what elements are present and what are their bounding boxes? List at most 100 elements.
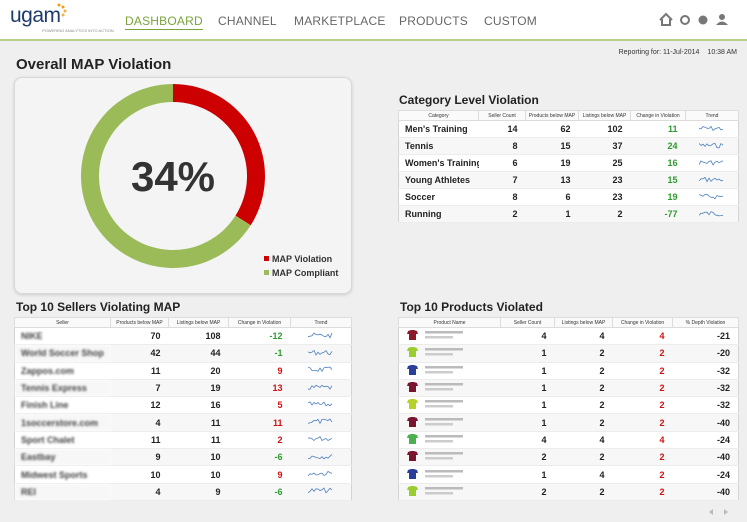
logo[interactable]: ugam (10, 4, 61, 27)
cell-value: 5 (228, 396, 291, 415)
tagline: POWERING ANALYTICS INTO ACTION (42, 28, 114, 33)
cell-value: -77 (630, 205, 686, 223)
product-thumb (407, 433, 463, 444)
trend-cell (685, 154, 739, 172)
column-header: Trend (290, 317, 352, 328)
cell-value: 2 (500, 448, 555, 467)
nav-item[interactable]: PRODUCTS (399, 14, 468, 28)
cell-value: 2 (612, 465, 673, 484)
cell-value: 11 (228, 413, 291, 432)
cell-value: 19 (630, 188, 686, 206)
trend-cell (290, 448, 352, 467)
donut-slice (173, 84, 265, 226)
table-row: 2 2 2 -40 (398, 448, 739, 467)
product-cell (398, 465, 501, 484)
column-header: Seller Count (478, 110, 526, 121)
row-label: Zappos.com (14, 362, 111, 380)
table-row: Eastbay 9 10 -6 (14, 448, 352, 467)
cell-value: 12 (110, 396, 169, 415)
cell-value: 11 (168, 431, 229, 450)
logo-dots (57, 3, 67, 17)
cell-value: -24 (672, 465, 739, 484)
trend-sparkline (698, 125, 723, 131)
trend-sparkline (698, 193, 723, 199)
table-row: 1 2 2 -40 (398, 413, 739, 432)
header-row: Product Name Seller Count Listings below M… (398, 317, 739, 328)
column-header: Change in Violation (612, 317, 673, 328)
cell-value: 62 (525, 120, 579, 138)
settings-icon[interactable] (698, 15, 708, 25)
shirt-icon (407, 451, 418, 462)
cell-value: 10 (110, 465, 169, 484)
cell-value: 4 (500, 327, 555, 346)
cell-value: -12 (228, 327, 291, 346)
user-icon-body (716, 21, 728, 25)
header-row: Seller Products below MAP Listings below M… (14, 317, 352, 328)
cell-value: 2 (612, 396, 673, 415)
sellers-title: Top 10 Sellers Violating MAP (16, 300, 181, 314)
cell-value: 9 (168, 483, 229, 501)
table-row: 1 2 2 -20 (398, 344, 739, 363)
nav-item[interactable]: CHANNEL (218, 14, 277, 28)
trend-cell (685, 137, 739, 155)
trend-sparkline (307, 384, 333, 390)
nav-item[interactable]: CUSTOM (484, 14, 537, 28)
cell-value: 1 (500, 465, 555, 484)
cell-value: 2 (554, 396, 613, 415)
cell-value: 2 (612, 483, 673, 501)
blurred-name (425, 439, 453, 443)
blurred-name (425, 353, 453, 356)
prev-page[interactable] (709, 509, 713, 515)
product-cell (398, 431, 501, 450)
table-row: 1 2 2 -32 (398, 396, 739, 415)
sparkline-path (307, 401, 333, 407)
sparkline-path (307, 418, 333, 425)
nav-item[interactable]: MARKETPLACE (294, 14, 386, 28)
next-page[interactable] (724, 509, 728, 515)
nav-item[interactable]: DASHBOARD (125, 14, 203, 30)
cell-value: 10 (168, 465, 229, 484)
sparkline-path (307, 349, 333, 356)
cell-value: 9 (228, 465, 291, 484)
table-row: 1 4 2 -24 (398, 465, 739, 484)
cell-value: 11 (110, 362, 169, 380)
cell-value: 2 (612, 413, 673, 432)
cell-value: 2 (554, 362, 613, 380)
cell-value: -40 (672, 413, 739, 432)
cell-value: 2 (500, 483, 555, 501)
cell-value: 2 (612, 362, 673, 380)
cell-value: 23 (578, 171, 631, 189)
column-header: Seller Count (500, 317, 555, 328)
column-header: Products below MAP (525, 110, 579, 121)
cell-value: 7 (110, 379, 169, 398)
trend-sparkline (307, 366, 333, 373)
row-label: Eastbay (14, 448, 111, 467)
cell-value: 4 (110, 483, 169, 501)
column-header: Products below MAP (110, 317, 169, 328)
home-icon[interactable] (659, 12, 673, 26)
product-thumb (407, 330, 463, 341)
product-thumb (407, 485, 463, 496)
shirt-icon (407, 347, 418, 358)
cell-value: 1 (500, 362, 555, 380)
trend-cell (290, 327, 352, 346)
user-icon[interactable] (719, 14, 725, 20)
trend-cell (290, 379, 352, 398)
cell-value: 2 (554, 448, 613, 467)
row-label: NIKE (14, 327, 111, 346)
header-row: Category Seller Count Products below MAP Li… (398, 110, 739, 121)
blurred-name (425, 457, 453, 460)
cell-value: 1 (500, 344, 555, 363)
cell-value: 16 (630, 154, 686, 172)
shirt-icon (407, 330, 418, 341)
trend-cell (290, 362, 352, 380)
row-label: Tennis (398, 137, 479, 155)
blurred-name (425, 370, 453, 374)
blurred-name (425, 469, 463, 473)
refresh-icon[interactable] (680, 15, 690, 25)
row-label: Women's Training (398, 154, 479, 172)
cell-value: -32 (672, 379, 739, 398)
cell-value: -21 (672, 327, 739, 346)
cell-value: 15 (525, 137, 579, 155)
sparkline-path (307, 436, 332, 442)
